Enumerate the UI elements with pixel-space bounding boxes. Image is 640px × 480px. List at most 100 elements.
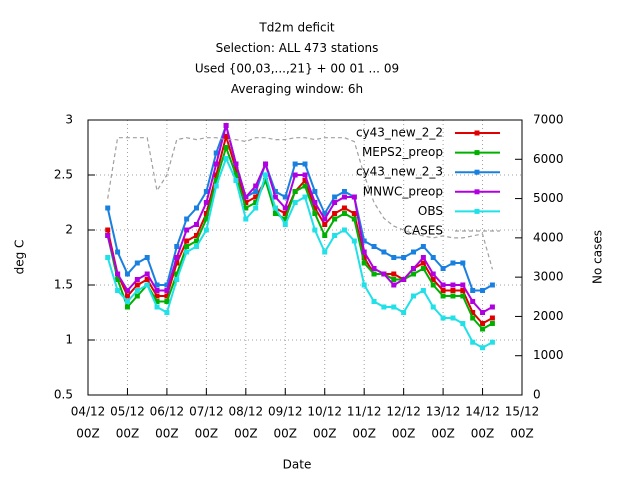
point xyxy=(233,161,239,167)
y2-tick-label: 6000 xyxy=(533,152,564,166)
point xyxy=(223,134,229,139)
x-tick-label: 00Z xyxy=(195,427,219,441)
point xyxy=(391,277,397,282)
x-tick-label: 08/12 xyxy=(229,405,264,419)
point xyxy=(460,282,466,288)
point xyxy=(440,315,446,321)
y-tick-label: 2.5 xyxy=(54,168,73,182)
point xyxy=(480,321,486,326)
point xyxy=(144,271,150,277)
series-line xyxy=(106,155,493,349)
point xyxy=(371,244,377,249)
point xyxy=(184,216,190,222)
point xyxy=(480,345,486,351)
legend-label: CASES xyxy=(404,224,443,238)
x-tick-label: 00Z xyxy=(431,427,455,441)
y2-axis-label: No cases xyxy=(591,230,605,284)
point xyxy=(361,282,367,288)
point xyxy=(184,227,190,233)
point xyxy=(203,189,209,194)
point xyxy=(154,304,160,310)
point xyxy=(351,194,357,200)
point xyxy=(154,282,160,288)
point xyxy=(420,244,426,249)
point xyxy=(194,222,199,227)
legend-marker xyxy=(474,208,480,214)
point xyxy=(282,216,288,222)
point xyxy=(105,233,111,238)
point xyxy=(134,288,140,293)
point xyxy=(105,227,111,233)
point xyxy=(302,178,308,183)
point xyxy=(243,216,249,222)
y-axis-label: deg C xyxy=(13,240,27,275)
point xyxy=(292,172,298,178)
point xyxy=(411,271,416,277)
point xyxy=(282,205,288,211)
point xyxy=(105,255,111,260)
point xyxy=(401,255,407,260)
y-tick-label: 2 xyxy=(65,223,73,237)
point xyxy=(420,255,426,260)
point xyxy=(134,277,140,282)
point xyxy=(440,293,446,299)
point xyxy=(243,205,249,211)
point xyxy=(164,310,170,315)
point xyxy=(450,260,456,266)
point xyxy=(213,178,219,183)
point xyxy=(243,200,249,205)
point xyxy=(184,244,190,249)
point xyxy=(144,282,150,288)
point xyxy=(351,238,357,244)
point xyxy=(272,194,278,200)
point xyxy=(134,282,140,288)
point xyxy=(371,299,377,304)
point xyxy=(489,304,495,310)
point xyxy=(203,211,209,216)
y2-tick-label: 3000 xyxy=(533,270,564,284)
point xyxy=(134,293,140,299)
x-tick-label: 00Z xyxy=(471,427,495,441)
point xyxy=(332,200,338,205)
point xyxy=(411,293,416,299)
x-tick-label: 00Z xyxy=(392,427,416,441)
point xyxy=(460,321,466,326)
point xyxy=(351,216,357,222)
point xyxy=(440,266,446,271)
point xyxy=(243,194,249,200)
y-tick-label: 1.5 xyxy=(54,278,73,292)
y2-tick-label: 1000 xyxy=(533,348,564,362)
point xyxy=(233,178,239,183)
point xyxy=(124,304,130,310)
point xyxy=(253,194,259,200)
x-tick-label: 00Z xyxy=(76,427,100,441)
point xyxy=(480,288,486,293)
x-axis-label: Date xyxy=(283,458,312,472)
point xyxy=(292,189,298,194)
point xyxy=(381,271,387,277)
point xyxy=(430,277,436,282)
point xyxy=(411,266,416,271)
point xyxy=(470,310,476,315)
point xyxy=(213,183,219,189)
chart-title: Selection: ALL 473 stations xyxy=(216,41,379,55)
point xyxy=(164,293,170,299)
legend-label: cy43_new_2_3 xyxy=(356,165,443,179)
point xyxy=(470,288,476,293)
chart-title: Used {00,03,...,21} + 00 01 ... 09 xyxy=(195,62,399,76)
point xyxy=(184,238,190,244)
y-tick-label: 0.5 xyxy=(54,388,73,402)
point xyxy=(420,266,426,271)
point xyxy=(164,282,170,288)
legend-marker xyxy=(474,130,480,136)
point xyxy=(272,211,278,216)
y2-tick-label: 5000 xyxy=(533,191,564,205)
legend-marker xyxy=(474,189,480,195)
point xyxy=(312,189,318,194)
point xyxy=(322,249,328,255)
point xyxy=(194,233,199,238)
point xyxy=(341,211,347,216)
point xyxy=(420,288,426,293)
point xyxy=(174,271,180,277)
point xyxy=(203,227,209,233)
